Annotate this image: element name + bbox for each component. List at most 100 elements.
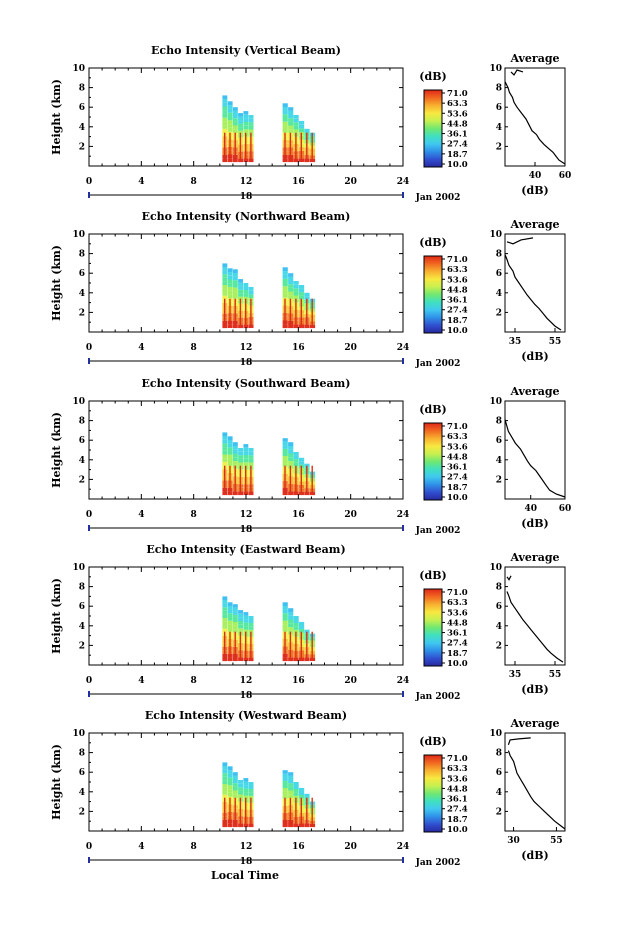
- echo-core: [295, 465, 297, 494]
- panel-0: Echo Intensity (Vertical Beam)246810Heig…: [50, 44, 571, 203]
- echo-cell: [282, 602, 288, 606]
- echo-cell: [238, 624, 243, 629]
- echo-cell: [243, 114, 249, 119]
- average-upper-profile: [507, 737, 531, 745]
- echo-cell: [232, 772, 238, 776]
- day-label: 18: [240, 691, 253, 701]
- echo-cell: [304, 292, 310, 297]
- echo-cell: [293, 452, 299, 456]
- echo-cell: [227, 620, 233, 625]
- average-upper-profile: [506, 237, 534, 245]
- echo-core: [234, 298, 236, 327]
- echo-cell: [288, 158, 294, 163]
- echo-cell: [227, 279, 233, 284]
- x-tick-label: 8: [191, 343, 197, 353]
- echo-cell: [282, 445, 288, 449]
- colorbar: [423, 422, 443, 501]
- colorbar-tick-label: 27.4: [447, 639, 468, 649]
- echo-cell: [293, 795, 299, 800]
- echo-cell: [243, 626, 249, 630]
- echo-cell: [293, 622, 299, 627]
- echo-cell: [248, 125, 254, 130]
- average-y-tick-label: 4: [496, 456, 502, 466]
- echo-cell: [227, 124, 233, 128]
- average-unit: (dB): [521, 350, 548, 363]
- echo-cell: [238, 282, 243, 287]
- echo-core: [306, 132, 308, 161]
- echo-cell: [227, 613, 233, 617]
- colorbar: [423, 89, 443, 168]
- x-tick-label: 4: [138, 343, 144, 353]
- echo-cell: [227, 609, 233, 614]
- y-tick-label: 4: [79, 289, 85, 299]
- y-tick-label: 6: [79, 436, 85, 446]
- average-frame: [504, 233, 566, 333]
- average-unit: (dB): [521, 849, 548, 862]
- echo-cell: [222, 791, 228, 795]
- echo-cell: [288, 118, 294, 122]
- echo-cell: [222, 784, 228, 788]
- average-x-tick-label: 55: [549, 670, 562, 680]
- echo-cell: [227, 283, 233, 287]
- echo-cell: [227, 105, 233, 109]
- echo-cell: [232, 114, 238, 119]
- echo-core: [239, 132, 242, 161]
- x-tick-label: 24: [397, 510, 410, 520]
- y-tick-label: 6: [79, 602, 85, 612]
- y-tick-label: 10: [72, 729, 85, 739]
- average-upper-profile: [510, 69, 524, 76]
- echo-cell: [227, 789, 233, 793]
- echo-cell: [293, 284, 299, 289]
- echo-cell: [248, 792, 254, 796]
- echo-core: [234, 797, 236, 826]
- echo-cell: [299, 791, 305, 795]
- echo-cell: [293, 291, 299, 296]
- echo-core: [284, 298, 286, 327]
- x-tick-label: 0: [86, 177, 92, 187]
- echo-core: [245, 132, 247, 161]
- average-y-tick-label: 4: [496, 123, 502, 133]
- date-label: Jan 2002: [415, 526, 461, 536]
- x-tick-label: 20: [344, 510, 357, 520]
- colorbar-tick-label: 18.7: [447, 483, 468, 493]
- echo-cell: [222, 491, 228, 496]
- echo-cell: [282, 791, 288, 796]
- x-tick-label: 0: [86, 676, 92, 686]
- echo-cell: [288, 284, 294, 288]
- echo-cell: [222, 766, 228, 770]
- echo-cell: [293, 792, 299, 796]
- echo-cell: [293, 462, 299, 467]
- echo-cell: [222, 274, 228, 278]
- echo-cell: [248, 115, 254, 119]
- echo-core: [234, 465, 236, 494]
- average-y-tick-label: 2: [496, 807, 502, 817]
- date-label: Jan 2002: [415, 692, 461, 702]
- x-tick-label: 24: [397, 343, 410, 353]
- echo-core: [229, 132, 231, 161]
- y-tick-label: 4: [79, 123, 85, 133]
- echo-cell: [243, 781, 249, 786]
- echo-cell: [293, 823, 299, 828]
- echo-cell: [304, 158, 310, 163]
- echo-core: [295, 298, 297, 327]
- echo-cell: [282, 271, 288, 275]
- colorbar-tick-label: 63.3: [447, 99, 468, 109]
- echo-cell: [227, 275, 233, 280]
- echo-cell: [222, 450, 228, 455]
- echo-cell: [282, 628, 288, 632]
- echo-cell: [248, 324, 254, 328]
- echo-cell: [222, 436, 228, 440]
- colorbar-tick-label: 63.3: [447, 598, 468, 608]
- colorbar-tick-label: 53.6: [447, 608, 468, 618]
- average-x-tick-label: 35: [509, 337, 522, 347]
- echo-cell: [293, 122, 299, 126]
- echo-cell: [238, 790, 243, 795]
- colorbar-tick-label: 36.1: [447, 629, 468, 639]
- echo-cell: [288, 775, 294, 780]
- echo-cell: [243, 629, 249, 634]
- echo-cell: [222, 628, 228, 633]
- average-profile: [504, 419, 566, 498]
- echo-core: [306, 631, 308, 660]
- echo-cell: [299, 292, 305, 296]
- echo-cell: [232, 442, 238, 446]
